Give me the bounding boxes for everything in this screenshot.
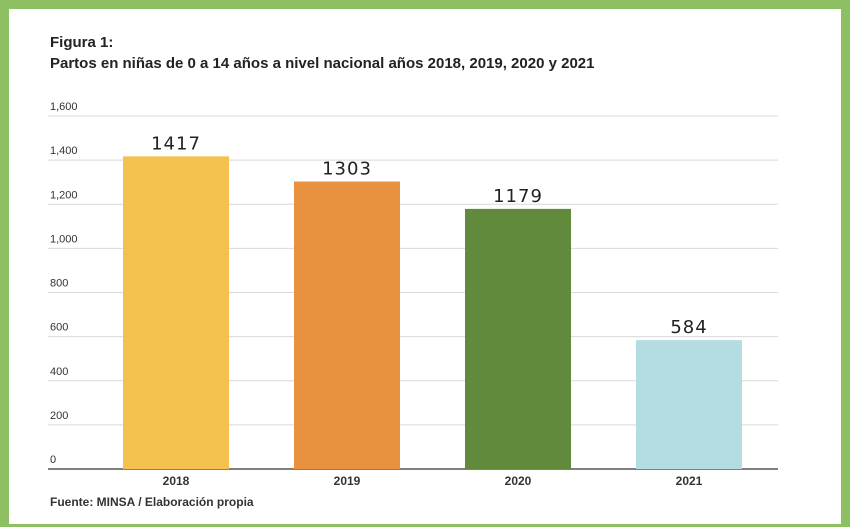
x-tick-label-2021: 2021 [676, 474, 703, 488]
y-tick-label: 200 [50, 410, 68, 422]
y-tick-label: 1,400 [50, 145, 78, 157]
data-label-2019: 1303 [322, 159, 372, 180]
data-label-2021: 584 [670, 317, 707, 338]
source-note: Fuente: MINSA / Elaboración propia [50, 495, 254, 509]
y-tick-label: 1,200 [50, 189, 78, 201]
data-label-2020: 1179 [493, 186, 543, 207]
bar-2018 [123, 156, 229, 469]
y-axis-ticks: 0 200 400 600 800 1,000 1,200 1,400 1,600 [50, 101, 78, 466]
y-tick-label: 1,600 [50, 101, 78, 113]
bars [123, 156, 742, 469]
y-tick-label: 0 [50, 454, 56, 466]
x-tick-label-2020: 2020 [505, 474, 532, 488]
x-axis-ticks: 2018 2019 2020 2021 [163, 474, 703, 488]
data-label-2018: 1417 [151, 133, 201, 154]
figure-label: Figura 1: [50, 34, 114, 51]
data-labels: 1417 1303 1179 584 [151, 133, 707, 338]
x-tick-label-2018: 2018 [163, 474, 190, 488]
y-tick-label: 1,000 [50, 233, 78, 245]
bar-2019 [294, 181, 400, 469]
bar-2020 [465, 208, 571, 469]
y-tick-label: 600 [50, 322, 68, 334]
bar-2021 [636, 340, 742, 469]
y-tick-label: 800 [50, 278, 68, 290]
chart-title: Partos en niñas de 0 a 14 años a nivel n… [50, 55, 595, 72]
x-tick-label-2019: 2019 [334, 474, 361, 488]
y-tick-label: 400 [50, 366, 68, 378]
